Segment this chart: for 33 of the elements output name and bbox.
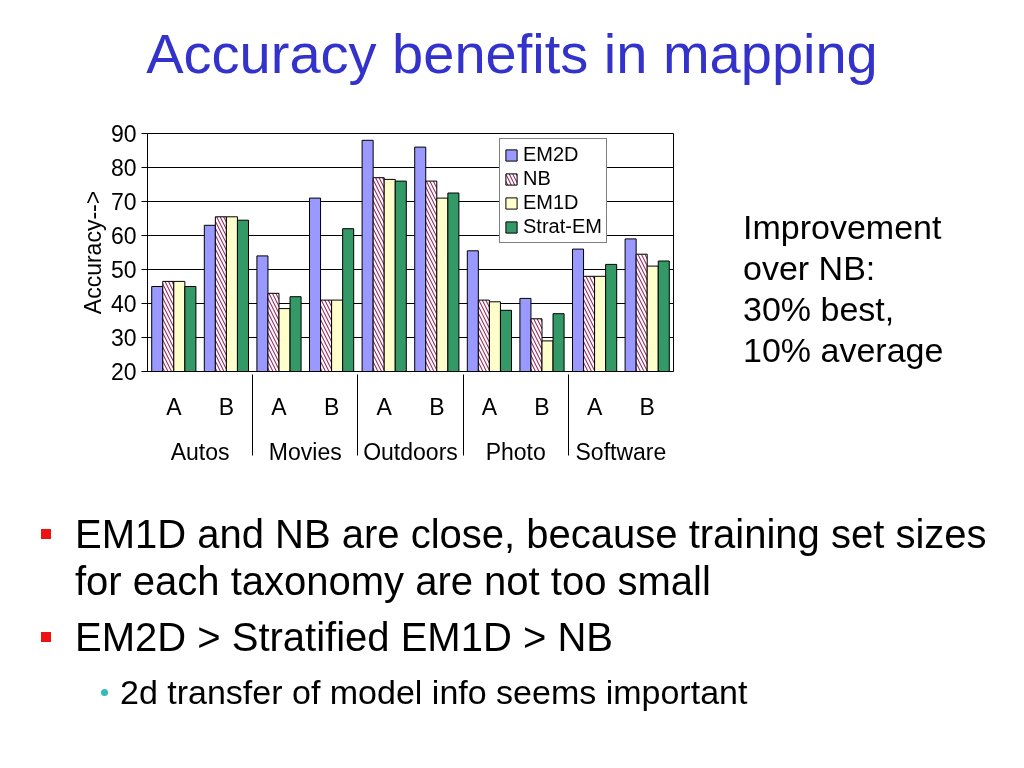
y-tick-label: 20 — [110, 359, 137, 385]
category-label: B — [323, 393, 340, 420]
legend-label: EM1D — [523, 191, 579, 214]
category-label: Outdoors — [363, 438, 458, 465]
y-tick-label: 40 — [110, 291, 137, 317]
y-tick-label: 50 — [110, 257, 137, 283]
chart-title: Accuracy benefits in mapping — [145, 21, 879, 86]
y-tick-label: 60 — [110, 223, 137, 249]
category-label: A — [586, 393, 603, 420]
text: Improvement over NB: 30% best, 10% average — [742, 207, 944, 371]
category-label: Software — [575, 438, 667, 465]
text: 2d transfer of model info seems important — [120, 672, 749, 713]
y-tick-label: 30 — [110, 325, 137, 351]
text: EM1D and NB are close, because training set sizes for each taxonomy are not too small — [75, 511, 988, 605]
text: EM2D > Stratified EM1D > NB — [75, 614, 614, 661]
legend-label: Strat-EM — [523, 215, 602, 238]
category-label: B — [429, 393, 445, 420]
category-label: A — [166, 393, 182, 420]
category-label: A — [376, 393, 392, 420]
category-label: B — [639, 393, 655, 420]
category-label: Autos — [170, 438, 230, 465]
category-label: A — [481, 393, 498, 420]
category-label: Photo — [485, 438, 546, 465]
y-tick-label: 80 — [110, 155, 137, 181]
legend-label: NB — [523, 167, 551, 190]
category-label: B — [218, 393, 235, 420]
legend-label: EM2D — [523, 143, 579, 166]
category-label: B — [534, 393, 550, 420]
y-tick-label: 70 — [110, 189, 137, 215]
category-label: A — [271, 393, 287, 420]
category-label: Movies — [268, 438, 342, 465]
y-tick-label: 90 — [110, 121, 137, 147]
y-axis-title: Accuracy--> — [79, 190, 106, 315]
